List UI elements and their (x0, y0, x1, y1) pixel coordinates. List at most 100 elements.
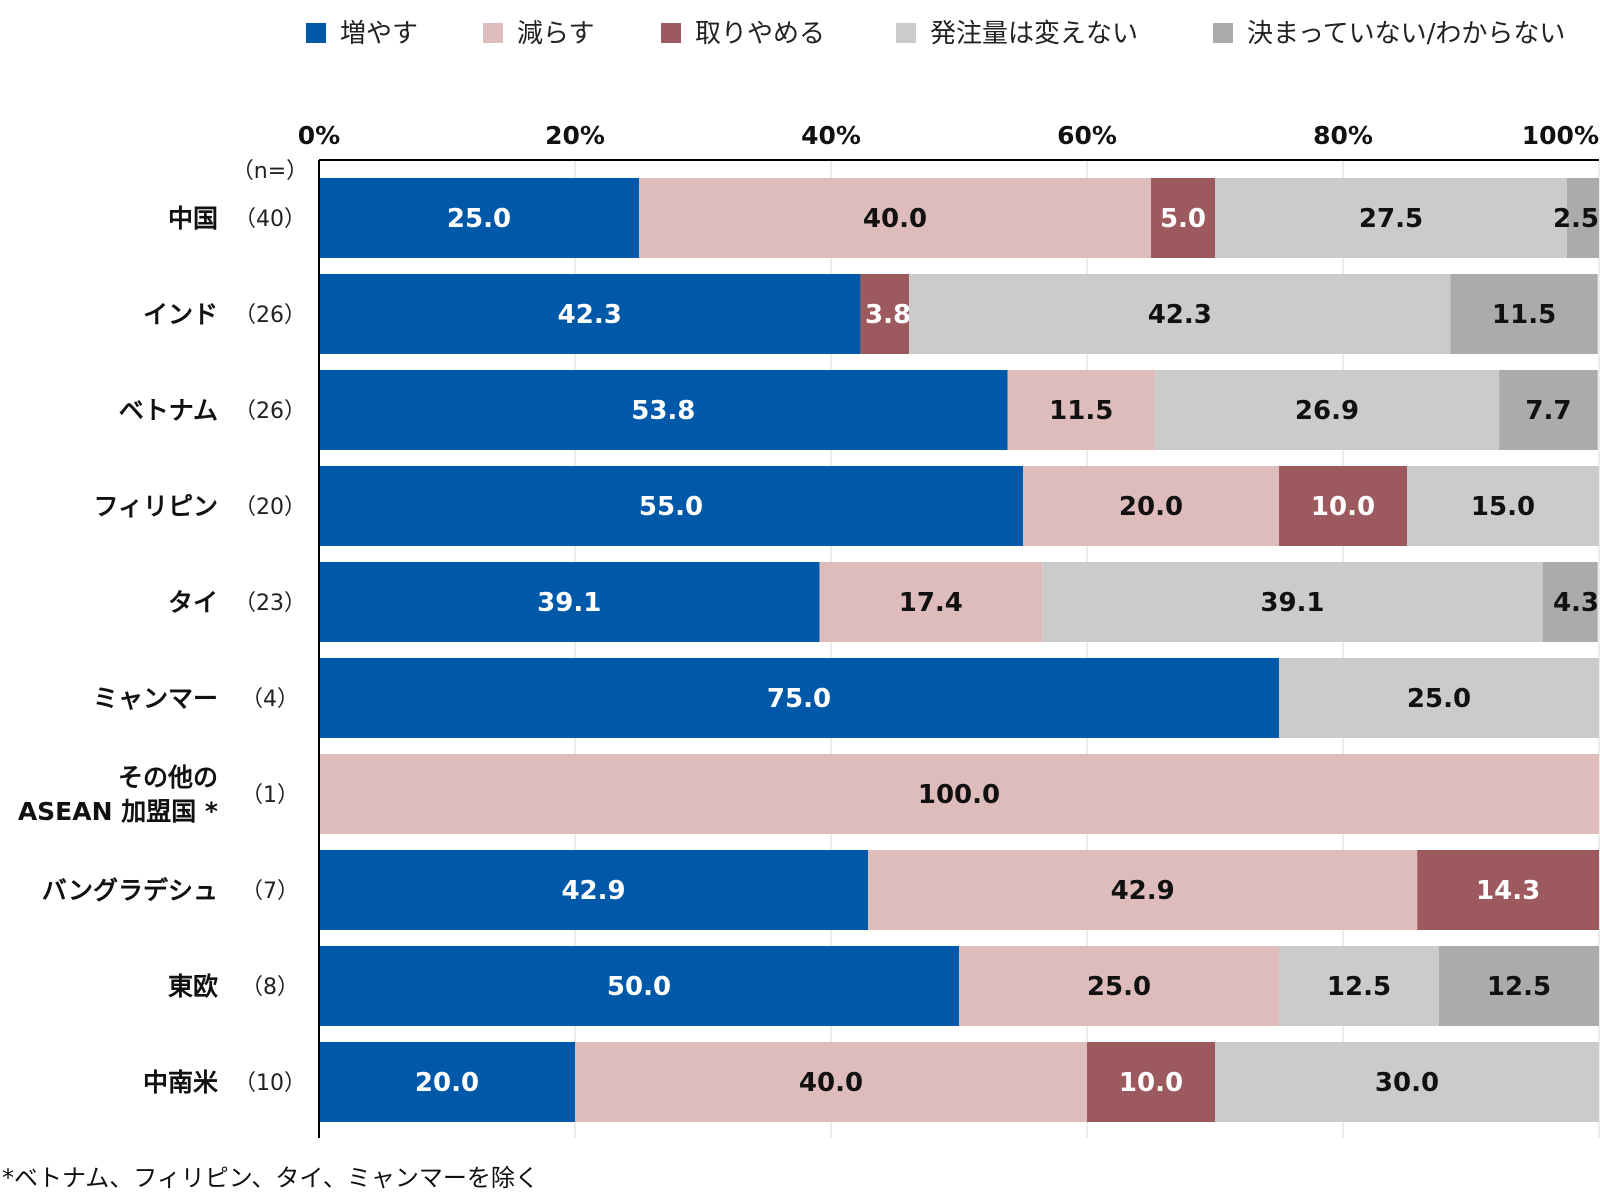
legend: 増やす 減らす 取りやめる 発注量は変えない 決まっていない/わからない (306, 19, 1565, 49)
data-label: 11.5 (1492, 300, 1556, 330)
data-label: 42.3 (1148, 300, 1212, 330)
bar-segment (1087, 1042, 1215, 1122)
n-count-label: （7） (241, 879, 299, 904)
x-tick-label: 100% (1522, 121, 1599, 150)
bar-segment (1007, 370, 1155, 450)
category-label: ミャンマー (93, 684, 218, 713)
bar-segment (1567, 178, 1599, 258)
category-label: バングラデシュ (42, 876, 218, 905)
data-label: 40.0 (799, 1068, 863, 1098)
category-label: フィリピン (93, 492, 218, 521)
data-label: 17.4 (899, 588, 963, 618)
legend-swatch (483, 23, 503, 43)
data-label: 15.0 (1471, 492, 1535, 522)
data-label: 2.5 (1553, 204, 1599, 234)
n-count-label: （4） (241, 687, 299, 712)
bars: 25.0 40.0 5.0 27.5 2.5 42.3 3.8 42.3 11.5 53.8 11.… (319, 178, 1599, 1122)
bar-segment (1542, 562, 1598, 642)
bar-segment (1279, 946, 1439, 1026)
n-count-label: （10） (234, 1071, 306, 1096)
data-label: 25.0 (447, 204, 511, 234)
legend-label: 増やす (340, 19, 418, 49)
data-label: 7.7 (1525, 396, 1571, 426)
x-tick-label: 0% (298, 121, 340, 150)
data-label: 53.8 (631, 396, 695, 426)
data-label: 14.3 (1476, 876, 1540, 906)
bar-segment (959, 946, 1279, 1026)
data-label: 12.5 (1487, 972, 1551, 1002)
data-label: 12.5 (1327, 972, 1391, 1002)
category-label: ASEAN 加盟国 * (18, 797, 218, 826)
bar-segment (575, 1042, 1087, 1122)
data-label: 39.1 (537, 588, 601, 618)
data-label: 10.0 (1119, 1068, 1183, 1098)
bar-segment (319, 850, 869, 930)
data-label: 10.0 (1311, 492, 1375, 522)
n-count-label: （20） (234, 495, 306, 520)
bar-segment (319, 754, 1599, 834)
category-labels: （n=） 中国 （40） インド （26） ベトナム （26） フィリピン （20） タイ （23）… (18, 159, 308, 1097)
data-label: 42.9 (561, 876, 625, 906)
bar-segment (319, 658, 1279, 738)
bar-segment (1215, 1042, 1599, 1122)
n-count-label: （23） (234, 591, 306, 616)
legend-label: 取りやめる (695, 19, 825, 49)
axes: 0% 20% 40% 60% 80% 100% (298, 121, 1599, 1138)
data-label: 100.0 (918, 780, 1000, 810)
data-label: 11.5 (1049, 396, 1113, 426)
x-tick-label: 80% (1313, 121, 1373, 150)
bar-segment (819, 562, 1043, 642)
bar-segment (1279, 658, 1599, 738)
bar-segment (1154, 370, 1500, 450)
bar-segment (1042, 562, 1543, 642)
bar-segment (1499, 370, 1598, 450)
bar-segment (319, 1042, 575, 1122)
data-label: 4.3 (1553, 588, 1599, 618)
data-label: 42.9 (1111, 876, 1175, 906)
bar-segment (1151, 178, 1215, 258)
bar-segment (1417, 850, 1599, 930)
x-tick-label: 60% (1057, 121, 1117, 150)
bar-segment (639, 178, 1151, 258)
bar-segment (1439, 946, 1599, 1026)
bar-segment (1450, 274, 1598, 354)
data-label: 55.0 (639, 492, 703, 522)
n-count-label: （26） (234, 303, 306, 328)
footnote: *ベトナム、フィリピン、タイ、ミャンマーを除く (2, 1164, 539, 1192)
data-label: 40.0 (863, 204, 927, 234)
bar-segment (860, 274, 910, 354)
category-label: 中国 (168, 204, 218, 233)
category-label: 中南米 (143, 1068, 219, 1097)
legend-swatch (306, 23, 326, 43)
bar-segment (1215, 178, 1567, 258)
legend-label: 減らす (517, 19, 594, 49)
data-label: 26.9 (1295, 396, 1359, 426)
legend-label: 決まっていない/わからない (1247, 19, 1565, 49)
bar-segment (319, 370, 1008, 450)
legend-swatch (896, 23, 916, 43)
n-count-label: （8） (241, 975, 299, 1000)
legend-label: 発注量は変えない (930, 19, 1138, 49)
bar-segment (1023, 466, 1279, 546)
x-tick-label: 20% (545, 121, 605, 150)
legend-swatch (661, 23, 681, 43)
data-label: 30.0 (1375, 1068, 1439, 1098)
category-label: タイ (168, 588, 218, 617)
category-label: 東欧 (168, 972, 218, 1001)
data-label: 3.8 (865, 300, 911, 330)
bar-segment (319, 274, 861, 354)
data-label: 27.5 (1359, 204, 1423, 234)
data-label: 20.0 (415, 1068, 479, 1098)
bar-segment (319, 466, 1023, 546)
data-label: 25.0 (1407, 684, 1471, 714)
n-count-label: （26） (234, 399, 306, 424)
data-label: 39.1 (1260, 588, 1324, 618)
data-label: 75.0 (767, 684, 831, 714)
bar-segment (909, 274, 1451, 354)
data-label: 5.0 (1160, 204, 1206, 234)
bar-segment (868, 850, 1418, 930)
data-label: 20.0 (1119, 492, 1183, 522)
n-count-label: （40） (234, 207, 306, 232)
n-count-label: （1） (241, 783, 299, 808)
